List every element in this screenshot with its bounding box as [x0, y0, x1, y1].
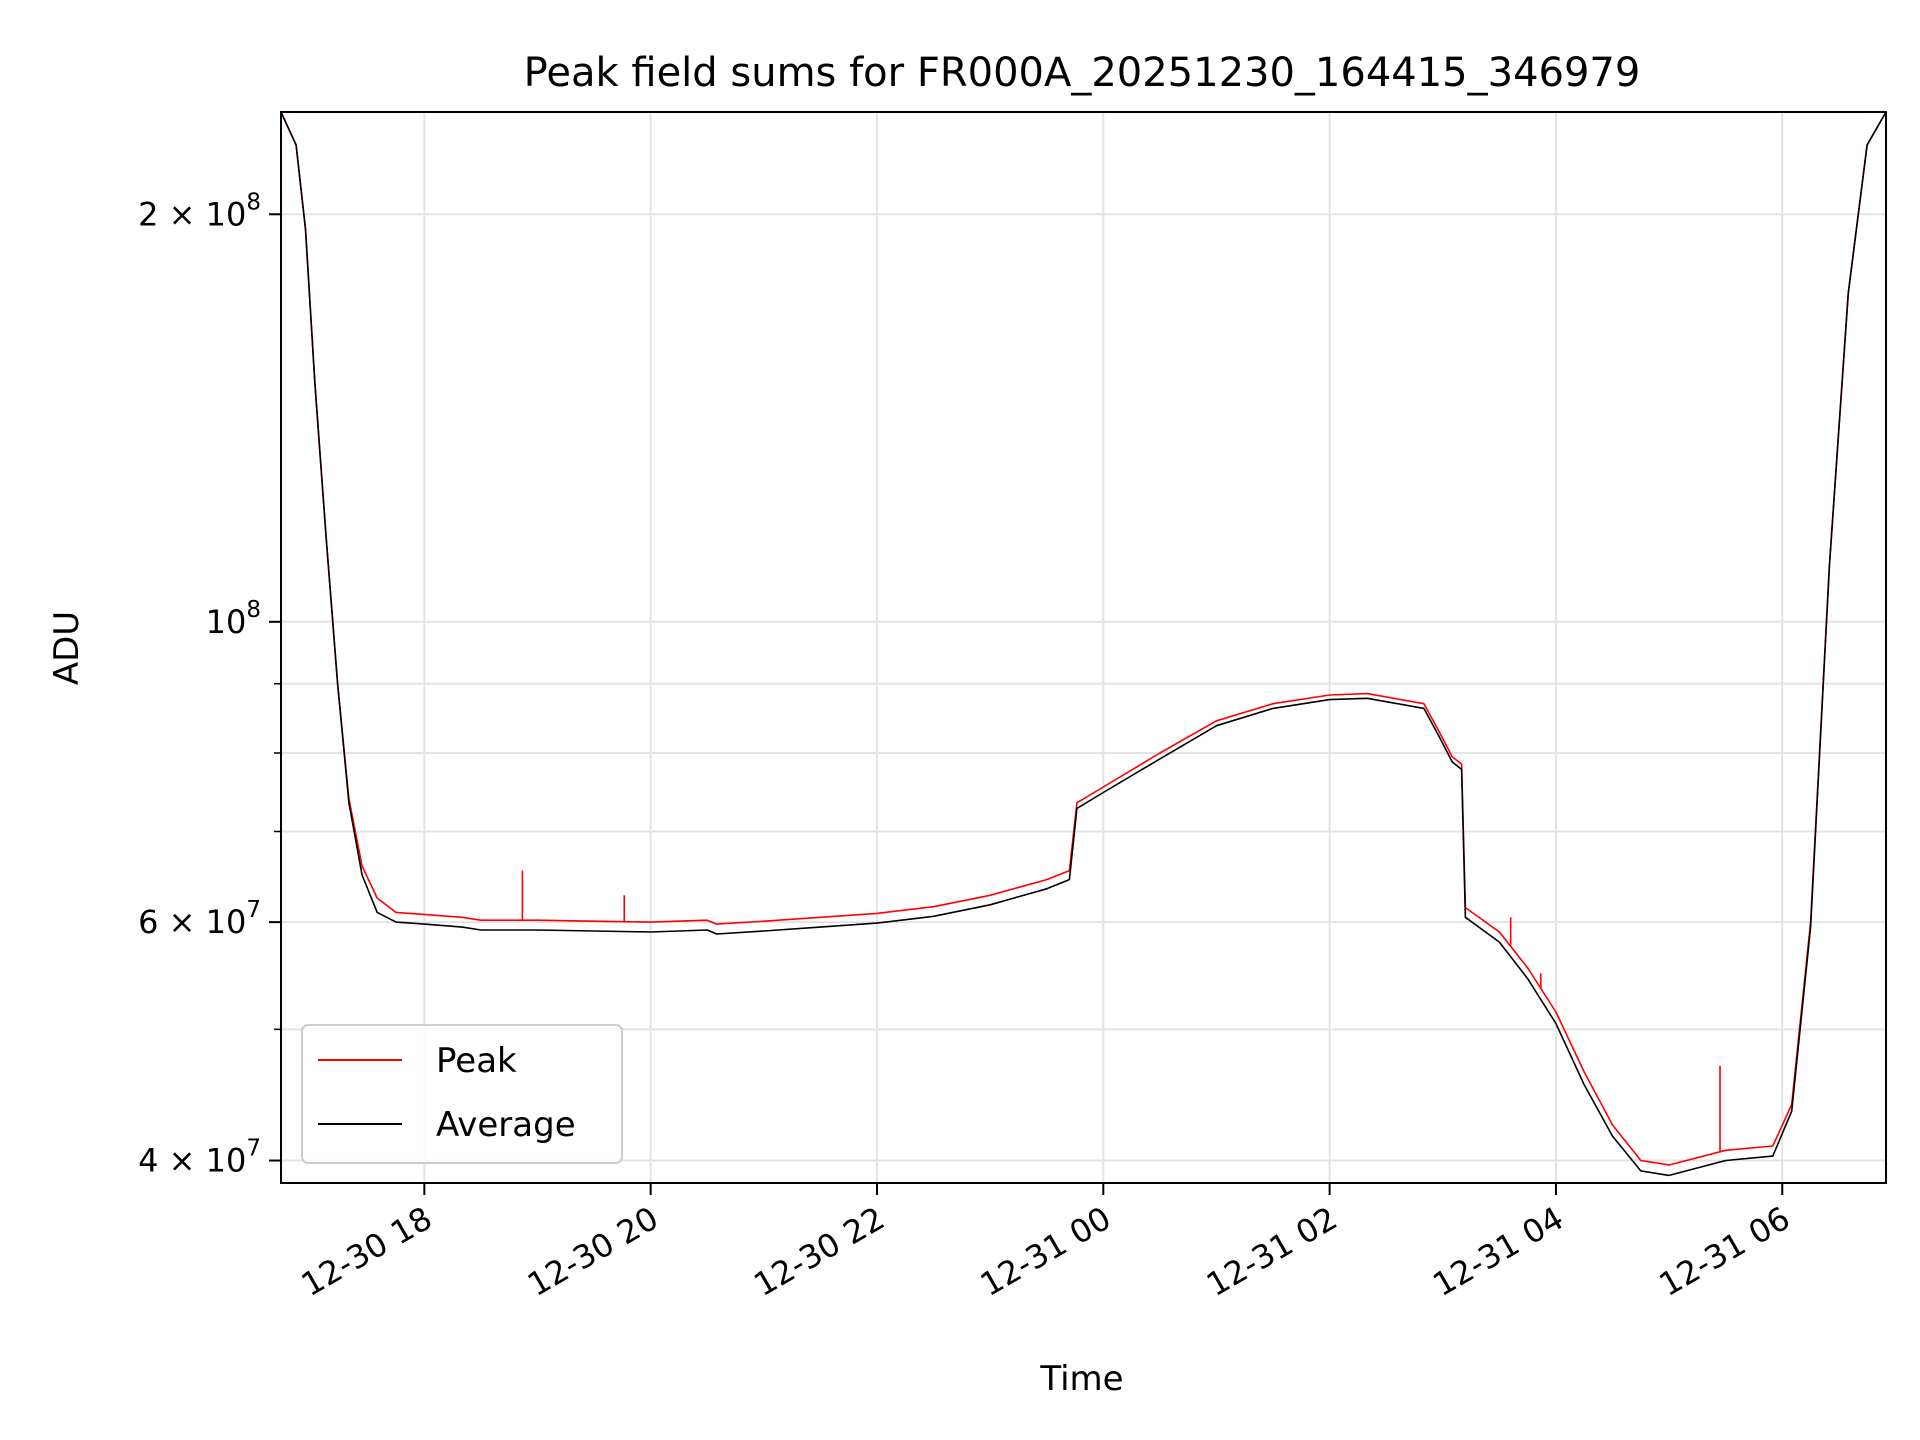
y-tick-label: 108	[206, 597, 261, 641]
x-axis-label: Time	[1039, 1359, 1123, 1399]
y-tick-label: 6 × 107	[138, 897, 261, 941]
plot-frame	[280, 111, 1887, 1184]
plot-series	[280, 111, 1887, 1177]
legend: Peak Average	[301, 1024, 623, 1164]
y-tick-label: 4 × 107	[138, 1136, 261, 1180]
series-line-peak	[280, 111, 1887, 1166]
y-axis-ticks: 4 × 107 6 × 107 108 2 × 108	[138, 189, 281, 1180]
legend-label-peak: Peak	[436, 1041, 517, 1081]
legend-label-average: Average	[436, 1105, 576, 1145]
y-axis-label: ADU	[47, 611, 87, 685]
y-tick-label: 2 × 108	[138, 189, 261, 233]
series-line-average	[280, 111, 1887, 1177]
chart-title: Peak field sums for FR000A_20251230_1644…	[524, 50, 1641, 96]
